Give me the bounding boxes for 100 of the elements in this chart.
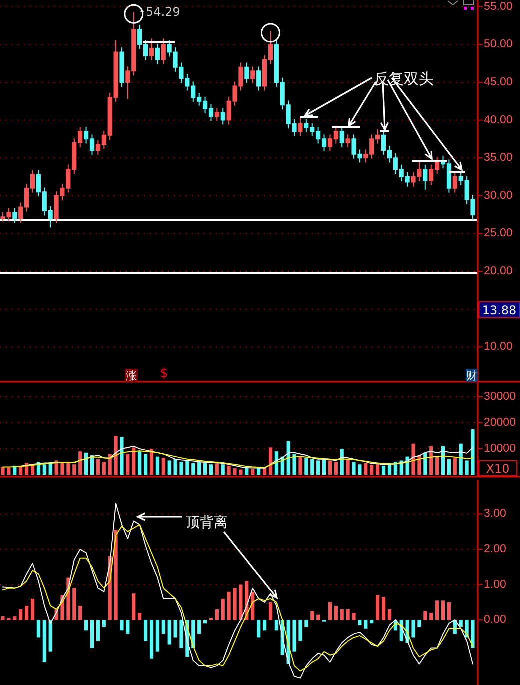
bar: [227, 592, 231, 620]
bar: [436, 600, 440, 620]
bar: [239, 470, 243, 475]
bar: [162, 620, 166, 634]
bar: [376, 595, 380, 620]
text: 13.88: [482, 304, 517, 318]
bar: [441, 600, 446, 620]
candlestick: [250, 66, 256, 84]
bar: [168, 460, 172, 475]
bar: [346, 609, 350, 620]
y-tick-label: 30.00: [484, 190, 513, 202]
bar: [78, 452, 82, 475]
candlestick: [155, 43, 160, 65]
bar: [114, 436, 118, 475]
candlestick: [12, 208, 18, 224]
bar: [150, 620, 154, 659]
bar: [25, 606, 29, 620]
bar: [102, 620, 106, 628]
y-tick-label: 55.00: [484, 0, 513, 13]
bar: [376, 464, 380, 475]
bar: [42, 620, 46, 662]
bar: [7, 468, 11, 475]
candlestick: [340, 126, 344, 148]
y-tick-label: 10000: [484, 443, 516, 456]
bar: [298, 620, 302, 642]
text: X10: [486, 462, 510, 476]
bar: [268, 448, 273, 475]
bar: [465, 460, 469, 475]
bar: [370, 465, 374, 475]
bar: [192, 620, 196, 648]
bar: [453, 458, 457, 475]
line-series: [14, 446, 474, 470]
bar: [227, 466, 231, 475]
candlestick: [220, 108, 226, 126]
bar: [364, 463, 368, 475]
bar: [174, 459, 178, 475]
bar: [48, 620, 52, 652]
bar: [430, 613, 434, 620]
y-tick-label: 1.00: [484, 578, 506, 591]
y-tick-label: 50.00: [484, 38, 513, 51]
bar: [78, 606, 82, 620]
bar: [257, 620, 261, 638]
bar: [90, 620, 94, 648]
bar: [358, 464, 362, 475]
bar: [304, 458, 308, 475]
bar: [424, 452, 428, 475]
bar: [239, 584, 243, 620]
bar: [286, 441, 290, 475]
bar: [316, 460, 320, 475]
bar: [262, 468, 267, 475]
bar: [274, 452, 278, 475]
candlestick: [256, 66, 262, 92]
bar: [274, 620, 278, 631]
y-tick-label: 35.00: [484, 152, 513, 164]
bar: [150, 449, 154, 475]
bar: [156, 456, 160, 475]
bar: [156, 620, 160, 652]
bar: [382, 597, 386, 620]
bar: [471, 430, 475, 475]
y-tick-label: 20.00: [484, 266, 513, 278]
bar: [328, 460, 332, 475]
bar: [84, 452, 88, 475]
candlestick: [149, 38, 154, 62]
y-tick-label: 0.00: [484, 614, 506, 626]
y-tick-label: 30000: [484, 391, 516, 404]
bar: [120, 437, 124, 475]
candlestick: [298, 118, 303, 137]
bar: [114, 530, 118, 620]
bar: [180, 462, 184, 475]
bar: [215, 609, 219, 620]
bar: [30, 598, 35, 620]
bar: [162, 458, 166, 475]
bar: [430, 446, 434, 475]
bar: [328, 602, 332, 620]
bar: [198, 462, 202, 475]
bar: [144, 620, 148, 642]
bar: [251, 469, 255, 475]
bar: [304, 620, 308, 628]
bar: [436, 456, 440, 475]
annotation: 财: [466, 370, 478, 382]
bar: [1, 616, 5, 620]
bar: [447, 459, 451, 475]
bar: [126, 620, 130, 634]
bar: [90, 456, 94, 475]
candlestick: [120, 47, 124, 88]
candlestick: [161, 38, 166, 65]
bar: [174, 620, 178, 638]
bar: [412, 620, 416, 638]
bar: [60, 463, 64, 475]
bar: [126, 454, 130, 475]
bar: [346, 459, 350, 475]
y-tick-label: 3.00: [484, 508, 506, 520]
bar: [447, 602, 451, 620]
bar: [186, 460, 190, 475]
bar: [198, 620, 202, 634]
bar: [84, 620, 88, 631]
bar: [132, 594, 136, 620]
bar: [120, 620, 124, 631]
bar: [19, 466, 23, 475]
bar: [412, 444, 416, 475]
